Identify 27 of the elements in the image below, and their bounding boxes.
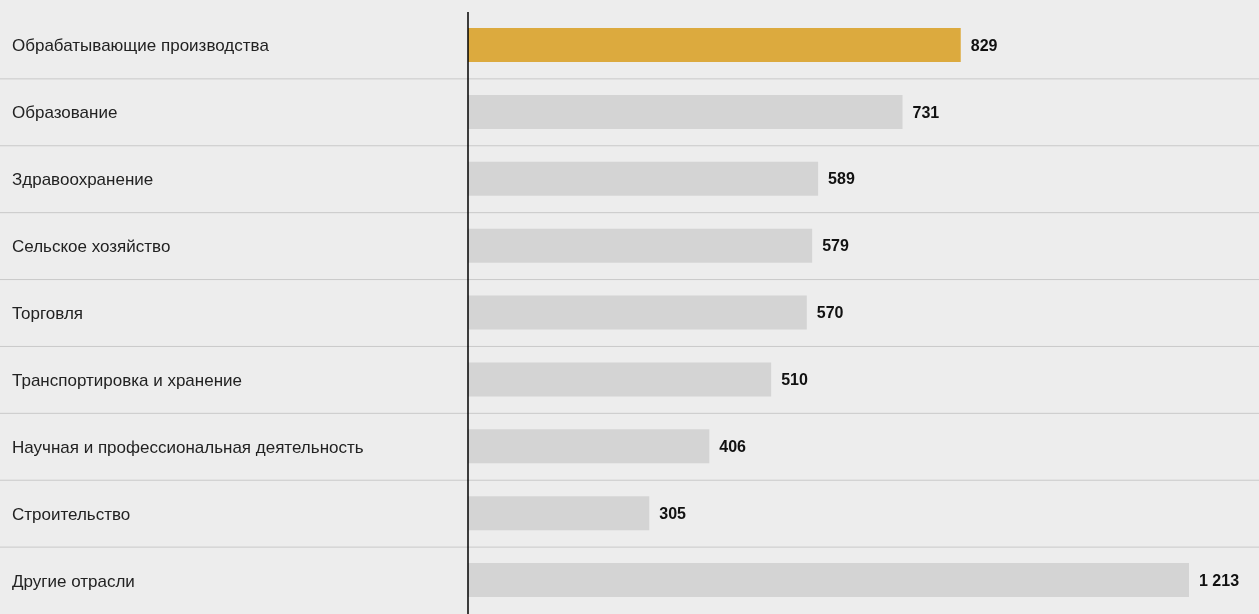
y-tick-label: Обрабатывающие производства bbox=[12, 36, 270, 56]
data-label: 406 bbox=[719, 438, 747, 456]
y-tick-label: Торговля bbox=[12, 304, 84, 323]
y-tick-label: Строительство bbox=[12, 504, 131, 524]
bar bbox=[468, 496, 650, 531]
bar bbox=[468, 563, 1189, 598]
bar bbox=[468, 295, 807, 330]
y-tick-label: Научная и профессиональная деятельность bbox=[12, 437, 364, 457]
bar bbox=[468, 28, 961, 62]
data-label: 589 bbox=[828, 170, 855, 188]
data-label: 510 bbox=[781, 371, 808, 389]
y-tick-label: Транспортировка и хранение bbox=[12, 370, 242, 390]
y-tick-label: Другие отрасли bbox=[12, 571, 135, 591]
bar bbox=[468, 228, 813, 263]
bar bbox=[468, 94, 903, 129]
data-label: 579 bbox=[822, 237, 849, 255]
y-tick-label: Сельское хозяйство bbox=[12, 237, 171, 257]
bar bbox=[468, 161, 819, 196]
bar bbox=[468, 362, 772, 397]
data-label: 570 bbox=[816, 304, 844, 322]
data-label: 829 bbox=[970, 36, 998, 54]
data-label: 1 213 bbox=[1199, 571, 1240, 589]
y-tick-label: Здравоохранение bbox=[12, 170, 154, 190]
bar bbox=[468, 429, 710, 464]
y-tick-label: Образование bbox=[12, 103, 118, 123]
data-label: 305 bbox=[659, 504, 687, 522]
data-label: 731 bbox=[912, 103, 940, 121]
